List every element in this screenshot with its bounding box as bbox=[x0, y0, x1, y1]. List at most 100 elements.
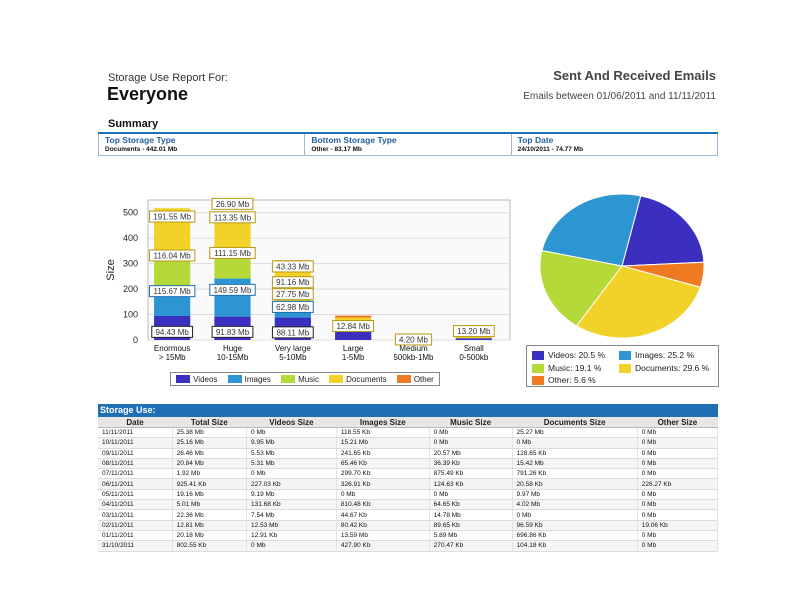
data-label: 43.33 Mb bbox=[276, 262, 310, 271]
data-label: 12.84 Mb bbox=[336, 322, 370, 331]
table-cell: 270.47 Kb bbox=[429, 540, 513, 552]
pie-legend-other: Other: 5.6 % bbox=[532, 375, 596, 385]
summary-top-storage: Top Storage Type Documents - 442.01 Mb bbox=[99, 134, 306, 155]
y-tick-label: 400 bbox=[123, 233, 138, 243]
x-tick-label: Medium bbox=[399, 344, 428, 353]
table-cell: 06/11/2011 bbox=[98, 478, 173, 490]
table-cell: 0 Mb bbox=[637, 530, 719, 542]
table-cell: 20.58 Kb bbox=[512, 478, 638, 490]
table-cell: 65.46 Kb bbox=[336, 458, 430, 470]
table-cell: 5.53 Mb bbox=[246, 448, 337, 459]
table-cell: 427.90 Kb bbox=[336, 540, 430, 552]
data-label-box bbox=[271, 300, 314, 313]
table-cell: 05/11/2011 bbox=[98, 489, 173, 501]
table-cell: 128.65 Kb bbox=[512, 448, 638, 459]
column-header: Documents Size bbox=[512, 417, 638, 428]
summary-heading: Bottom Storage Type bbox=[311, 135, 397, 145]
y-tick-label: 100 bbox=[123, 310, 138, 320]
y-axis-label: Size bbox=[105, 259, 117, 280]
legend-label: Other bbox=[413, 374, 434, 384]
table-cell: 5.89 Mb bbox=[429, 530, 513, 542]
table-cell: 01/11/2011 bbox=[98, 530, 173, 542]
data-label-box bbox=[394, 333, 433, 346]
legend-swatch-documents bbox=[619, 363, 631, 373]
pie-legend-label: Videos: 20.5 % bbox=[548, 350, 606, 360]
table-cell: 12.53 Mb bbox=[246, 520, 337, 531]
x-tick-label: 1-5Mb bbox=[342, 353, 365, 362]
table-cell: 1.92 Mb bbox=[172, 468, 248, 480]
table-cell: 25.16 Mb bbox=[172, 437, 248, 449]
table-cell: 20.18 Mb bbox=[172, 530, 248, 542]
data-label-box bbox=[148, 285, 196, 298]
table-cell: 9.97 Mb bbox=[512, 489, 638, 501]
pie-slice-music bbox=[539, 249, 623, 327]
y-tick-label: 200 bbox=[123, 284, 138, 294]
data-label: 191.55 Mb bbox=[153, 213, 191, 222]
table-cell: 0 Mb bbox=[246, 427, 337, 439]
legend-swatch-music bbox=[532, 363, 544, 373]
table-cell: 36.39 Kb bbox=[429, 458, 513, 470]
storage-use-table: Date Total Size Videos Size Images Size Musi… bbox=[98, 417, 719, 552]
table-cell: 875.49 Kb bbox=[429, 468, 513, 480]
table-cell: 25.38 Mb bbox=[172, 427, 248, 439]
table-cell: 0 Mb bbox=[512, 509, 638, 521]
x-tick-label: 0-500kb bbox=[459, 353, 488, 362]
table-cell: 12.81 Mb bbox=[172, 520, 248, 531]
table-row: 11/11/2011 25.38 Mb 0 Mb 118.55 Kb 0 Mb 25.27… bbox=[98, 427, 719, 439]
data-label: 115.67 Mb bbox=[154, 287, 192, 296]
table-cell: 0 Mb bbox=[429, 489, 513, 501]
table-cell: 08/11/2011 bbox=[98, 458, 173, 470]
summary-heading: Top Storage Type bbox=[105, 135, 176, 145]
pie-legend-images: Images: 25.2 % bbox=[619, 350, 694, 360]
table-cell: 925.41 Kb bbox=[172, 478, 248, 490]
legend-item-music: Music bbox=[281, 375, 319, 384]
table-cell: 12.91 Kb bbox=[246, 530, 337, 542]
table-row: 10/11/2011 25.16 Mb 9.95 Mb 15.21 Mb 0 Mb 0 M… bbox=[98, 437, 719, 449]
bar-segment-music bbox=[154, 256, 191, 287]
table-cell: 0 Mb bbox=[512, 437, 638, 449]
data-label-box bbox=[211, 325, 254, 338]
table-cell: 64.65 Kb bbox=[429, 499, 513, 511]
table-cell: 227.03 Kb bbox=[246, 478, 337, 490]
table-cell: 118.55 Kb bbox=[336, 427, 430, 439]
data-label: 113.35 Mb bbox=[214, 213, 252, 222]
table-cell: 0 Mb bbox=[637, 540, 719, 552]
bar-segment-other bbox=[335, 315, 372, 318]
data-label: 91.83 Mb bbox=[216, 328, 250, 337]
data-label-box bbox=[209, 283, 256, 296]
table-cell: 22.36 Mb bbox=[172, 509, 248, 521]
table-cell: 9.19 Mb bbox=[246, 489, 337, 501]
data-label-box bbox=[271, 276, 314, 289]
table-cell: 20.84 Mb bbox=[172, 458, 248, 470]
pie-legend-label: Documents: 29.6 % bbox=[635, 363, 710, 373]
legend-swatch-videos bbox=[176, 375, 191, 383]
legend-item-documents: Documents bbox=[329, 375, 387, 384]
data-label: 116.04 Mb bbox=[154, 252, 192, 261]
column-header: Music Size bbox=[429, 417, 513, 428]
summary-bottom-storage: Bottom Storage Type Other - 83.17 Mb bbox=[305, 134, 512, 155]
x-tick-label: Small bbox=[464, 344, 484, 353]
summary-value: Other - 83.17 Mb bbox=[311, 146, 362, 153]
table-cell: 80.42 Kb bbox=[336, 520, 430, 531]
bar-segment-videos bbox=[455, 338, 492, 340]
data-label: 111.15 Mb bbox=[214, 249, 251, 258]
table-cell: 0 Mb bbox=[429, 427, 513, 439]
pie-slice-documents bbox=[575, 265, 702, 339]
legend-swatch-other bbox=[396, 375, 411, 383]
bar-segment-documents bbox=[214, 221, 251, 251]
table-cell: 19.16 Mb bbox=[172, 489, 248, 501]
legend-item-other: Other bbox=[396, 374, 434, 384]
legend-swatch-videos bbox=[532, 350, 544, 360]
report-for-label: Storage Use Report For: bbox=[108, 72, 228, 84]
table-cell: 0 Mb bbox=[637, 448, 719, 459]
table-cell: 15.21 Mb bbox=[336, 437, 430, 449]
x-tick-label: Very large bbox=[275, 344, 312, 353]
table-row: 31/10/2011 802.55 Kb 0 Mb 427.90 Kb 270.47 K… bbox=[98, 540, 719, 552]
data-label-box bbox=[271, 326, 314, 339]
table-cell: 131.68 Kb bbox=[246, 499, 337, 511]
pie-slice-images bbox=[541, 193, 642, 267]
data-label: 27.75 Mb bbox=[276, 290, 310, 299]
table-cell: 696.86 Kb bbox=[512, 530, 638, 542]
table-cell: 4.02 Mb bbox=[512, 499, 638, 511]
table-cell: 5.31 Mb bbox=[246, 458, 337, 470]
